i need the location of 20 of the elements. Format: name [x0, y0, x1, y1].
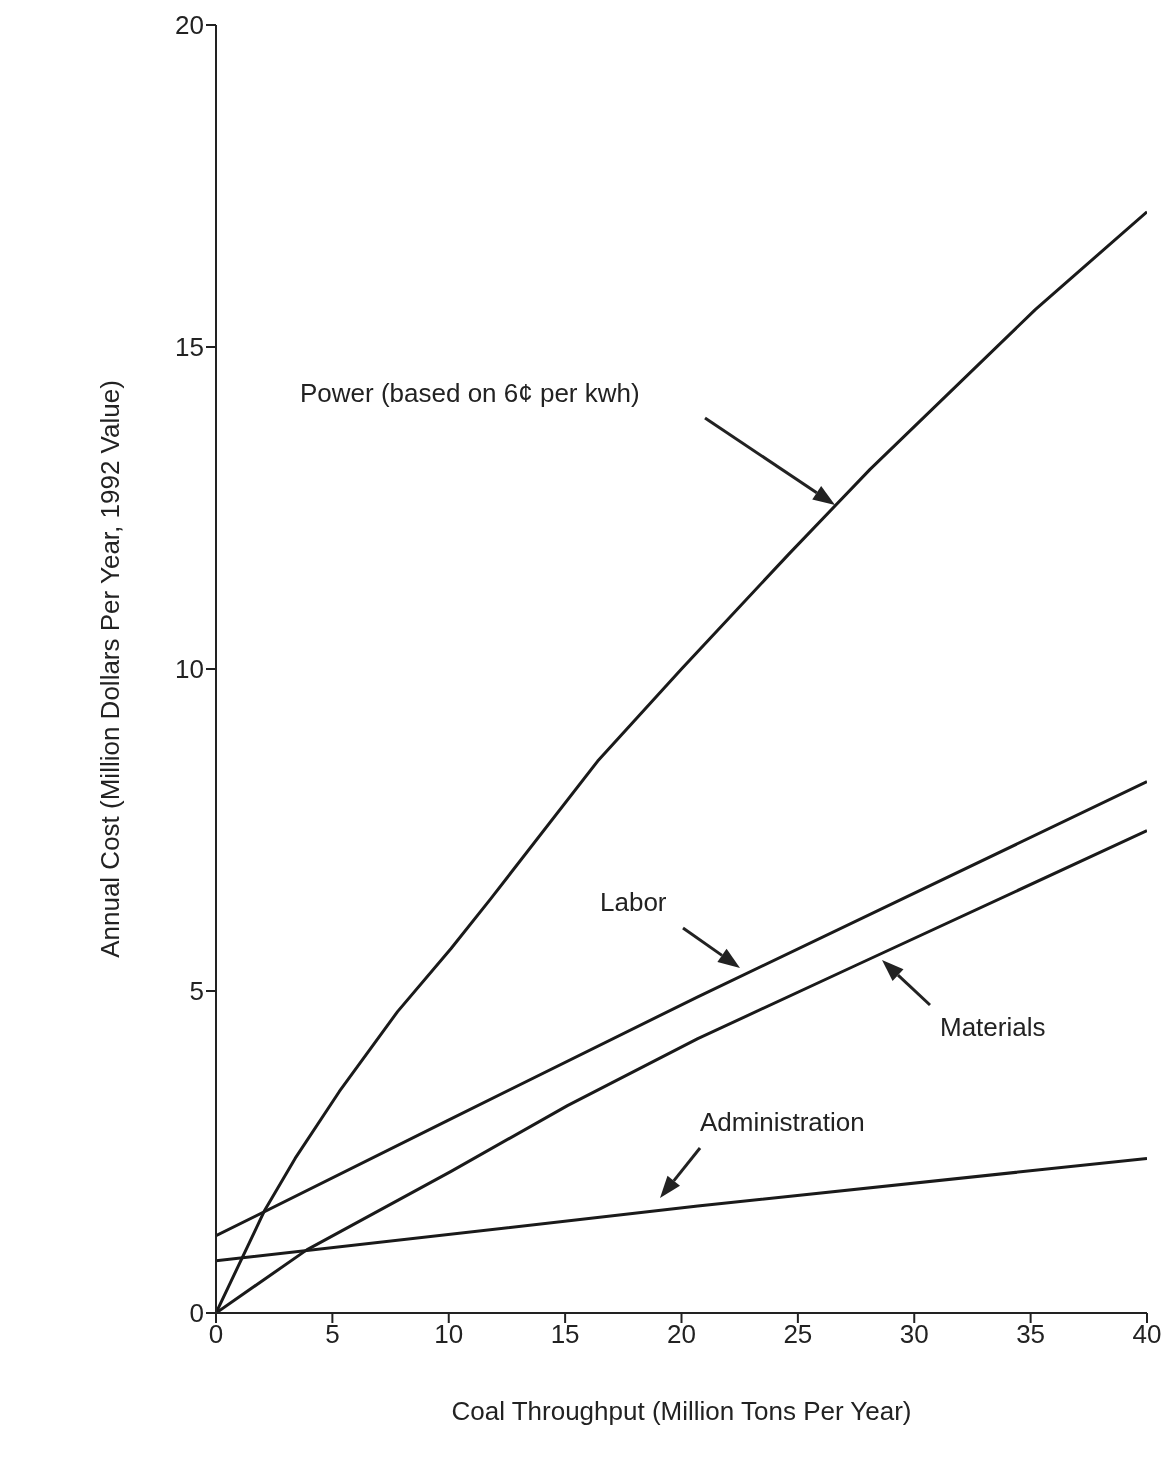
x-tick-label: 15	[550, 1319, 580, 1350]
y-tick-label: 10	[175, 654, 204, 685]
y-axis-title: Annual Cost (Million Dollars Per Year, 1992 Value)	[95, 380, 126, 958]
y-tick-label: 5	[189, 976, 204, 1007]
x-tick-label: 30	[899, 1319, 929, 1350]
x-tick-label: 10	[434, 1319, 464, 1350]
annotation: Materials	[940, 1012, 1046, 1042]
y-tick-label: 20	[175, 10, 204, 41]
x-tick-label: 25	[783, 1319, 813, 1350]
annotation: Labor	[600, 887, 667, 917]
annotation: Power (based on 6¢ per kwh)	[300, 378, 640, 408]
x-tick-label: 35	[1016, 1319, 1046, 1350]
x-tick-label: 40	[1132, 1319, 1162, 1350]
annotation: Administration	[700, 1107, 865, 1137]
y-tick-label: 0	[189, 1298, 204, 1329]
x-tick-label: 20	[667, 1319, 696, 1350]
x-axis-title: Coal Throughput (Million Tons Per Year)	[451, 1396, 912, 1426]
x-tick-label: 5	[325, 1319, 340, 1350]
x-tick-label: 0	[208, 1319, 224, 1350]
y-tick-label: 15	[175, 332, 204, 363]
